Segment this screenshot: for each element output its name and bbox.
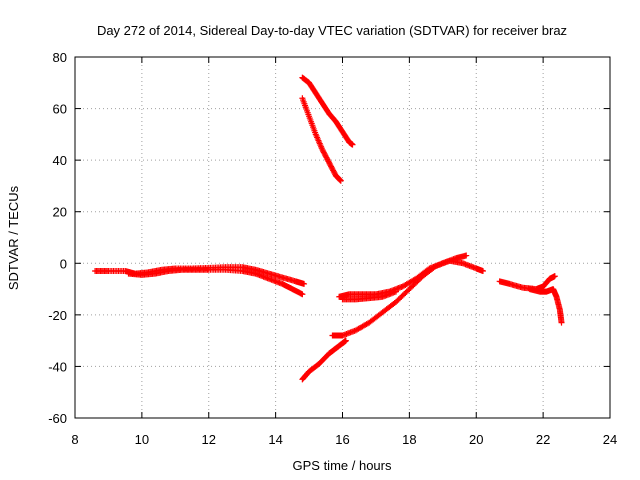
data-point bbox=[479, 268, 486, 275]
series-arc-4 bbox=[299, 337, 349, 383]
data-point bbox=[299, 291, 306, 298]
data-point bbox=[393, 288, 399, 295]
plot-frame bbox=[74, 56, 611, 419]
data-point bbox=[349, 141, 356, 148]
series-arc-1-lower bbox=[125, 266, 306, 298]
series-arc-2 bbox=[299, 74, 356, 148]
x-tick-label: 14 bbox=[268, 432, 282, 447]
data-point bbox=[301, 280, 308, 287]
data-point bbox=[337, 177, 344, 184]
data-point bbox=[558, 319, 565, 326]
y-tick-label: 20 bbox=[53, 205, 67, 220]
x-axis-label: GPS time / hours bbox=[293, 458, 392, 473]
x-tick-label: 24 bbox=[603, 432, 617, 447]
x-tick-label: 22 bbox=[536, 432, 550, 447]
x-tick-label: 8 bbox=[71, 432, 78, 447]
series-arc-9 bbox=[526, 286, 565, 326]
x-tick-label: 20 bbox=[469, 432, 483, 447]
x-tick-label: 18 bbox=[402, 432, 416, 447]
y-tick-label: 80 bbox=[53, 50, 67, 65]
y-tick-label: -40 bbox=[48, 359, 67, 374]
chart-title: Day 272 of 2014, Sidereal Day-to-day VTE… bbox=[97, 23, 567, 38]
x-tick-label: 12 bbox=[202, 432, 216, 447]
data-point bbox=[463, 252, 470, 259]
series-arc-3 bbox=[299, 95, 344, 184]
x-tick-label: 16 bbox=[335, 432, 349, 447]
y-tick-label: -60 bbox=[48, 411, 67, 426]
x-tick-label: 10 bbox=[135, 432, 149, 447]
y-axis-label: SDTVAR / TECUs bbox=[6, 185, 21, 290]
y-tick-label: -20 bbox=[48, 308, 67, 323]
y-tick-label: 0 bbox=[60, 256, 67, 271]
series-arc-7 bbox=[339, 288, 399, 303]
axis-ticks: 8 10 12 14 16 18 20 22 24 -60 -40 -20 0 20 40 60 80 bbox=[48, 50, 617, 447]
grid-lines bbox=[75, 57, 610, 418]
y-tick-label: 40 bbox=[53, 153, 67, 168]
data-points bbox=[92, 74, 565, 383]
data-point bbox=[551, 273, 558, 280]
y-tick-label: 60 bbox=[53, 102, 67, 117]
data-point bbox=[342, 337, 349, 344]
